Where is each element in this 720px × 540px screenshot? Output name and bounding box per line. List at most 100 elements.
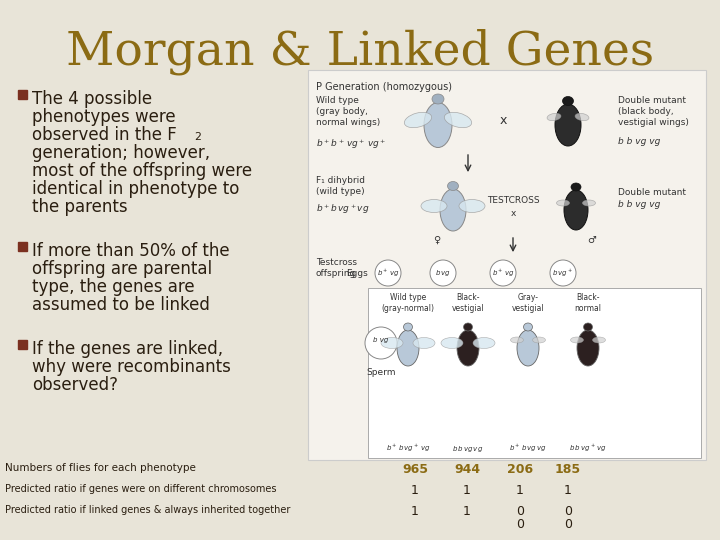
Text: x: x	[499, 113, 507, 126]
Circle shape	[550, 260, 576, 286]
Ellipse shape	[424, 103, 452, 147]
Text: b b vg vg: b b vg vg	[618, 200, 660, 209]
Ellipse shape	[464, 323, 472, 331]
Text: $b^+\,b\,vg\,vg$: $b^+\,b\,vg\,vg$	[509, 443, 547, 454]
Ellipse shape	[444, 112, 472, 127]
Ellipse shape	[571, 183, 581, 191]
Text: Predicted ratio if genes were on different chromosomes: Predicted ratio if genes were on differe…	[5, 484, 276, 494]
Text: Eggs: Eggs	[346, 268, 368, 278]
Ellipse shape	[413, 338, 435, 348]
Text: the parents: the parents	[32, 198, 127, 216]
Ellipse shape	[533, 337, 546, 343]
Text: 0: 0	[564, 518, 572, 531]
Text: Numbers of flies for each phenotype: Numbers of flies for each phenotype	[5, 463, 196, 473]
Text: Testcross
offspring: Testcross offspring	[316, 258, 357, 278]
Text: 1: 1	[411, 484, 419, 497]
Text: $b\,vg^+$: $b\,vg^+$	[552, 267, 574, 279]
Circle shape	[490, 260, 516, 286]
Ellipse shape	[459, 199, 485, 213]
Ellipse shape	[405, 112, 432, 127]
Text: 0: 0	[516, 505, 524, 518]
Text: 1: 1	[564, 484, 572, 497]
Bar	[308, 70, 706, 460]
Text: F₁ dihybrid
(wild type): F₁ dihybrid (wild type)	[316, 176, 365, 196]
Text: 944: 944	[454, 463, 480, 476]
Ellipse shape	[440, 189, 466, 231]
Text: observed in the F: observed in the F	[32, 126, 176, 144]
Ellipse shape	[403, 323, 413, 331]
Ellipse shape	[562, 97, 574, 105]
Bar	[18, 340, 27, 349]
Text: generation; however,: generation; however,	[32, 144, 210, 162]
Text: 1: 1	[463, 505, 471, 518]
Text: why were recombinants: why were recombinants	[32, 358, 231, 376]
Text: $b\,b\,vg^+\,vg$: $b\,b\,vg^+\,vg$	[569, 443, 607, 454]
Ellipse shape	[582, 200, 595, 206]
Text: Double mutant: Double mutant	[618, 188, 686, 197]
Ellipse shape	[421, 199, 447, 213]
Ellipse shape	[577, 330, 599, 366]
Text: Black-
normal: Black- normal	[575, 293, 601, 313]
Ellipse shape	[557, 200, 570, 206]
Text: identical in phenotype to: identical in phenotype to	[32, 180, 239, 198]
Text: Morgan & Linked Genes: Morgan & Linked Genes	[66, 29, 654, 75]
Text: offspring are parental: offspring are parental	[32, 260, 212, 278]
Ellipse shape	[432, 94, 444, 104]
Text: P Generation (homozygous): P Generation (homozygous)	[316, 82, 452, 92]
Text: ♂: ♂	[588, 235, 596, 245]
Text: Black-
vestigial: Black- vestigial	[451, 293, 485, 313]
Text: 1: 1	[411, 505, 419, 518]
Text: Wild type
(gray body,
normal wings): Wild type (gray body, normal wings)	[316, 96, 380, 127]
Text: $b^+b\,vg^+vg$: $b^+b\,vg^+vg$	[316, 202, 369, 215]
Text: b b vg vg: b b vg vg	[618, 137, 660, 146]
Text: The 4 possible: The 4 possible	[32, 90, 152, 108]
Text: ♀: ♀	[433, 235, 441, 245]
Circle shape	[375, 260, 401, 286]
Ellipse shape	[564, 190, 588, 230]
Text: 965: 965	[402, 463, 428, 476]
Ellipse shape	[555, 104, 581, 146]
Ellipse shape	[583, 323, 593, 331]
Text: Gray-
vestigial: Gray- vestigial	[512, 293, 544, 313]
Text: $b^+\,b\,vg^+\,vg$: $b^+\,b\,vg^+\,vg$	[386, 443, 431, 454]
Ellipse shape	[441, 338, 463, 348]
Text: 1: 1	[463, 484, 471, 497]
Text: observed?: observed?	[32, 376, 118, 394]
Text: If more than 50% of the: If more than 50% of the	[32, 242, 230, 260]
Text: b vg: b vg	[373, 337, 389, 343]
Ellipse shape	[575, 113, 589, 120]
Text: $b\,b\,vg\,vg$: $b\,b\,vg\,vg$	[452, 444, 484, 454]
Text: Wild type
(gray-normal): Wild type (gray-normal)	[382, 293, 434, 313]
Bar	[368, 288, 701, 458]
Text: 185: 185	[555, 463, 581, 476]
Ellipse shape	[517, 330, 539, 366]
Circle shape	[430, 260, 456, 286]
Ellipse shape	[457, 330, 479, 366]
Text: 206: 206	[507, 463, 533, 476]
Text: Double mutant
(black body,
vestigial wings): Double mutant (black body, vestigial win…	[618, 96, 689, 127]
Bar	[18, 242, 27, 251]
Circle shape	[365, 327, 397, 359]
Ellipse shape	[523, 323, 533, 331]
Bar	[18, 90, 27, 99]
Ellipse shape	[448, 181, 459, 191]
Text: $b^+\,vg$: $b^+\,vg$	[492, 267, 514, 279]
Text: 0: 0	[564, 505, 572, 518]
Ellipse shape	[397, 330, 419, 366]
Ellipse shape	[473, 338, 495, 348]
Ellipse shape	[570, 337, 583, 343]
Text: most of the offspring were: most of the offspring were	[32, 162, 252, 180]
Ellipse shape	[381, 338, 403, 348]
Text: phenotypes were: phenotypes were	[32, 108, 176, 126]
Text: 2: 2	[194, 132, 201, 142]
Text: Predicted ratio if linked genes & always inherited together: Predicted ratio if linked genes & always…	[5, 505, 290, 515]
Text: type, the genes are: type, the genes are	[32, 278, 194, 296]
Text: Sperm: Sperm	[366, 368, 396, 377]
Text: If the genes are linked,: If the genes are linked,	[32, 340, 223, 358]
Text: TESTCROSS
x: TESTCROSS x	[487, 196, 539, 218]
Ellipse shape	[593, 337, 606, 343]
Text: $b^+ b^+\, vg^+\, vg^+$: $b^+ b^+\, vg^+\, vg^+$	[316, 137, 387, 151]
Text: $b^+\,vg$: $b^+\,vg$	[377, 267, 400, 279]
Text: $b\,vg$: $b\,vg$	[435, 268, 451, 278]
Text: 1: 1	[516, 484, 524, 497]
